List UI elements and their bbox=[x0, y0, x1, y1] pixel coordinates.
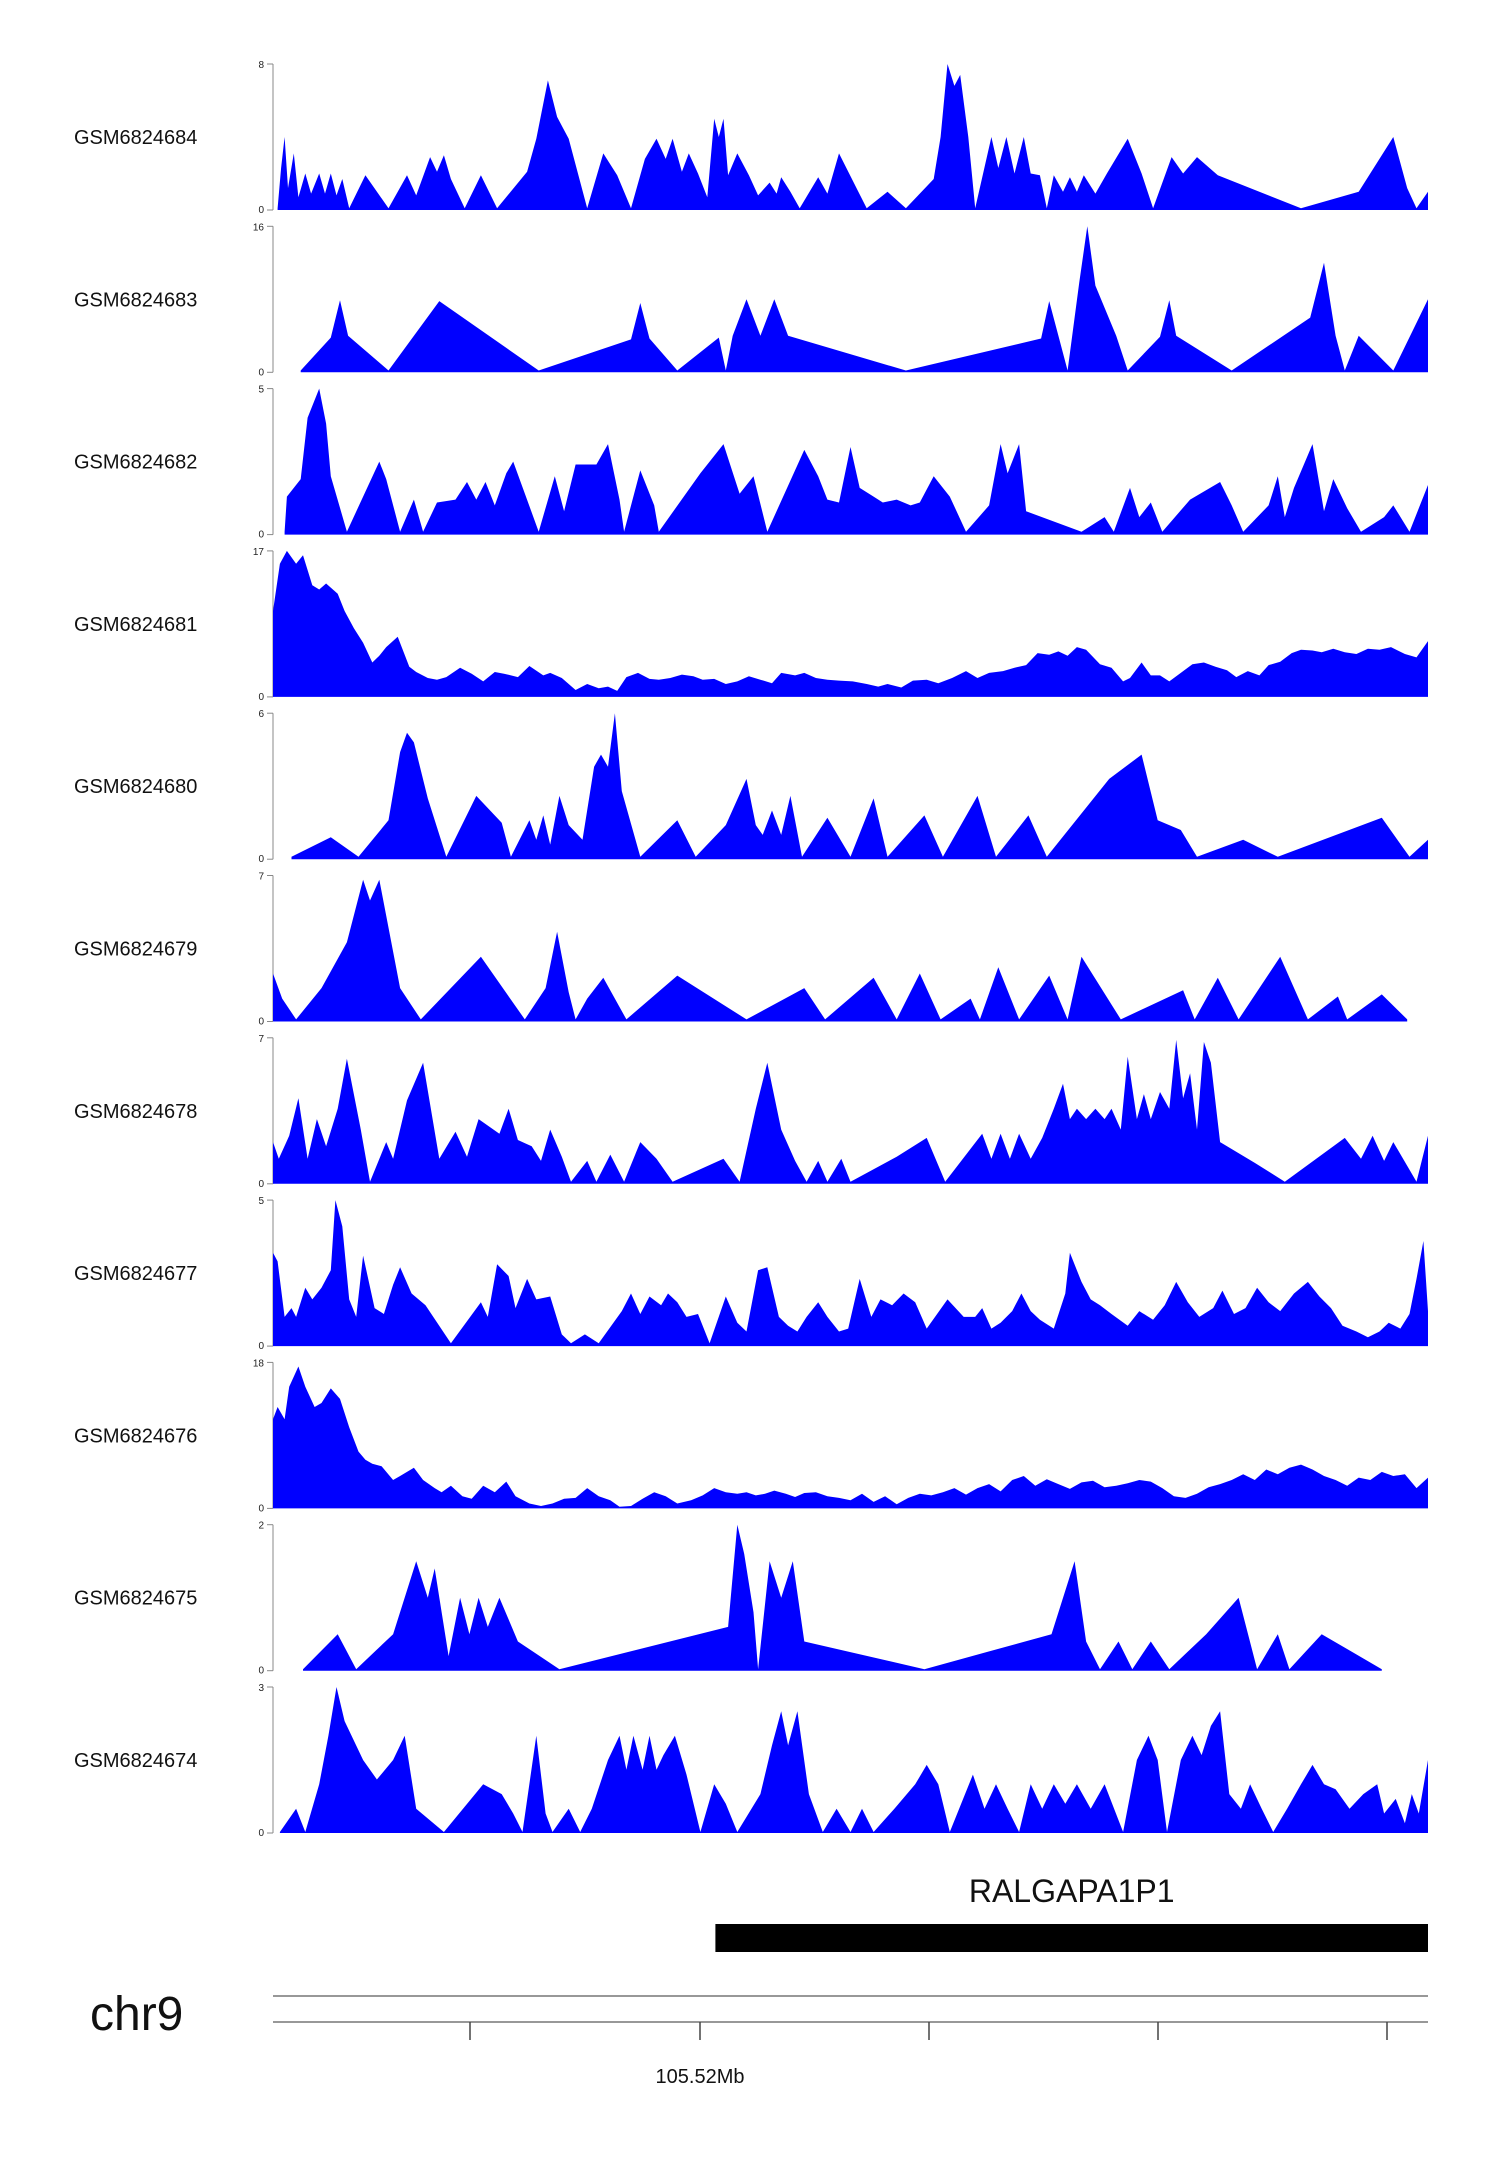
y-tick-label-max: 17 bbox=[253, 547, 265, 558]
y-tick-label-max: 5 bbox=[258, 385, 264, 396]
track: GSM6824676 18 0 bbox=[74, 1358, 1428, 1514]
axis-ticks bbox=[469, 2022, 1388, 2040]
y-tick-label-min: 0 bbox=[258, 1341, 264, 1352]
coverage-area bbox=[273, 1366, 1428, 1509]
coverage-area bbox=[273, 1039, 1428, 1184]
track-label: GSM6824683 bbox=[74, 289, 197, 311]
y-tick-label-min: 0 bbox=[258, 1017, 264, 1028]
axis-tick-label: 105.52Mb bbox=[656, 2066, 745, 2088]
y-tick-label-max: 2 bbox=[258, 1521, 264, 1532]
coverage-area bbox=[277, 64, 1429, 210]
track: GSM6824678 7 0 bbox=[74, 1034, 1428, 1190]
coverage-area bbox=[279, 1687, 1428, 1833]
track-label: GSM6824678 bbox=[74, 1101, 197, 1123]
gene-bar bbox=[715, 1924, 1428, 1952]
coverage-area bbox=[303, 1524, 1382, 1671]
y-tick-label-max: 3 bbox=[258, 1683, 264, 1694]
track-label: GSM6824679 bbox=[74, 939, 197, 961]
track: GSM6824682 5 0 bbox=[74, 385, 1429, 541]
track-label: GSM6824682 bbox=[74, 452, 197, 474]
track: GSM6824683 16 0 bbox=[74, 222, 1429, 378]
track-label: GSM6824674 bbox=[74, 1750, 197, 1772]
y-tick-label-min: 0 bbox=[258, 1666, 264, 1677]
coverage-area bbox=[291, 713, 1428, 860]
y-tick-label-min: 0 bbox=[258, 1828, 264, 1839]
chromosome-axis-track: chr9 105.52Mb bbox=[90, 1988, 1428, 2088]
y-tick-label-max: 18 bbox=[253, 1358, 265, 1369]
track: GSM6824680 6 0 bbox=[74, 709, 1428, 865]
track: GSM6824675 2 0 bbox=[74, 1521, 1382, 1677]
y-tick-label-max: 16 bbox=[253, 222, 265, 233]
coverage-area bbox=[273, 1200, 1428, 1347]
y-tick-label-min: 0 bbox=[258, 530, 264, 541]
coverage-area bbox=[273, 879, 1408, 1022]
gene-label: RALGAPA1P1 bbox=[969, 1873, 1175, 1909]
y-tick-label-max: 7 bbox=[258, 1034, 264, 1045]
track: GSM6824677 5 0 bbox=[74, 1196, 1428, 1352]
track: GSM6824684 8 0 bbox=[74, 60, 1429, 216]
y-tick-label-max: 5 bbox=[258, 1196, 264, 1207]
y-tick-label-max: 6 bbox=[258, 709, 264, 720]
track-label: GSM6824680 bbox=[74, 776, 197, 798]
track: GSM6824679 7 0 bbox=[74, 872, 1408, 1028]
y-tick-label-min: 0 bbox=[258, 367, 264, 378]
y-tick-label-max: 8 bbox=[258, 60, 264, 71]
gene-annotation-track: RALGAPA1P1 bbox=[715, 1873, 1428, 1952]
track: GSM6824681 17 0 bbox=[74, 547, 1428, 703]
coverage-area bbox=[300, 226, 1429, 373]
track: GSM6824674 3 0 bbox=[74, 1683, 1428, 1839]
track-label: GSM6824684 bbox=[74, 127, 197, 149]
y-tick-label-max: 7 bbox=[258, 872, 264, 883]
track-label: GSM6824676 bbox=[74, 1425, 197, 1447]
y-tick-label-min: 0 bbox=[258, 854, 264, 865]
signal-tracks: GSM682468480GSM6824683160GSM682468250GSM… bbox=[74, 60, 1429, 1839]
y-tick-label-min: 0 bbox=[258, 1179, 264, 1190]
chromosome-label: chr9 bbox=[90, 1988, 183, 2041]
y-tick-label-min: 0 bbox=[258, 205, 264, 216]
y-tick-label-min: 0 bbox=[258, 1503, 264, 1514]
track-label: GSM6824675 bbox=[74, 1588, 197, 1610]
track-label: GSM6824677 bbox=[74, 1263, 197, 1285]
track-label: GSM6824681 bbox=[74, 614, 197, 636]
coverage-area bbox=[284, 388, 1429, 535]
coverage-area bbox=[273, 550, 1428, 697]
y-tick-label-min: 0 bbox=[258, 692, 264, 703]
